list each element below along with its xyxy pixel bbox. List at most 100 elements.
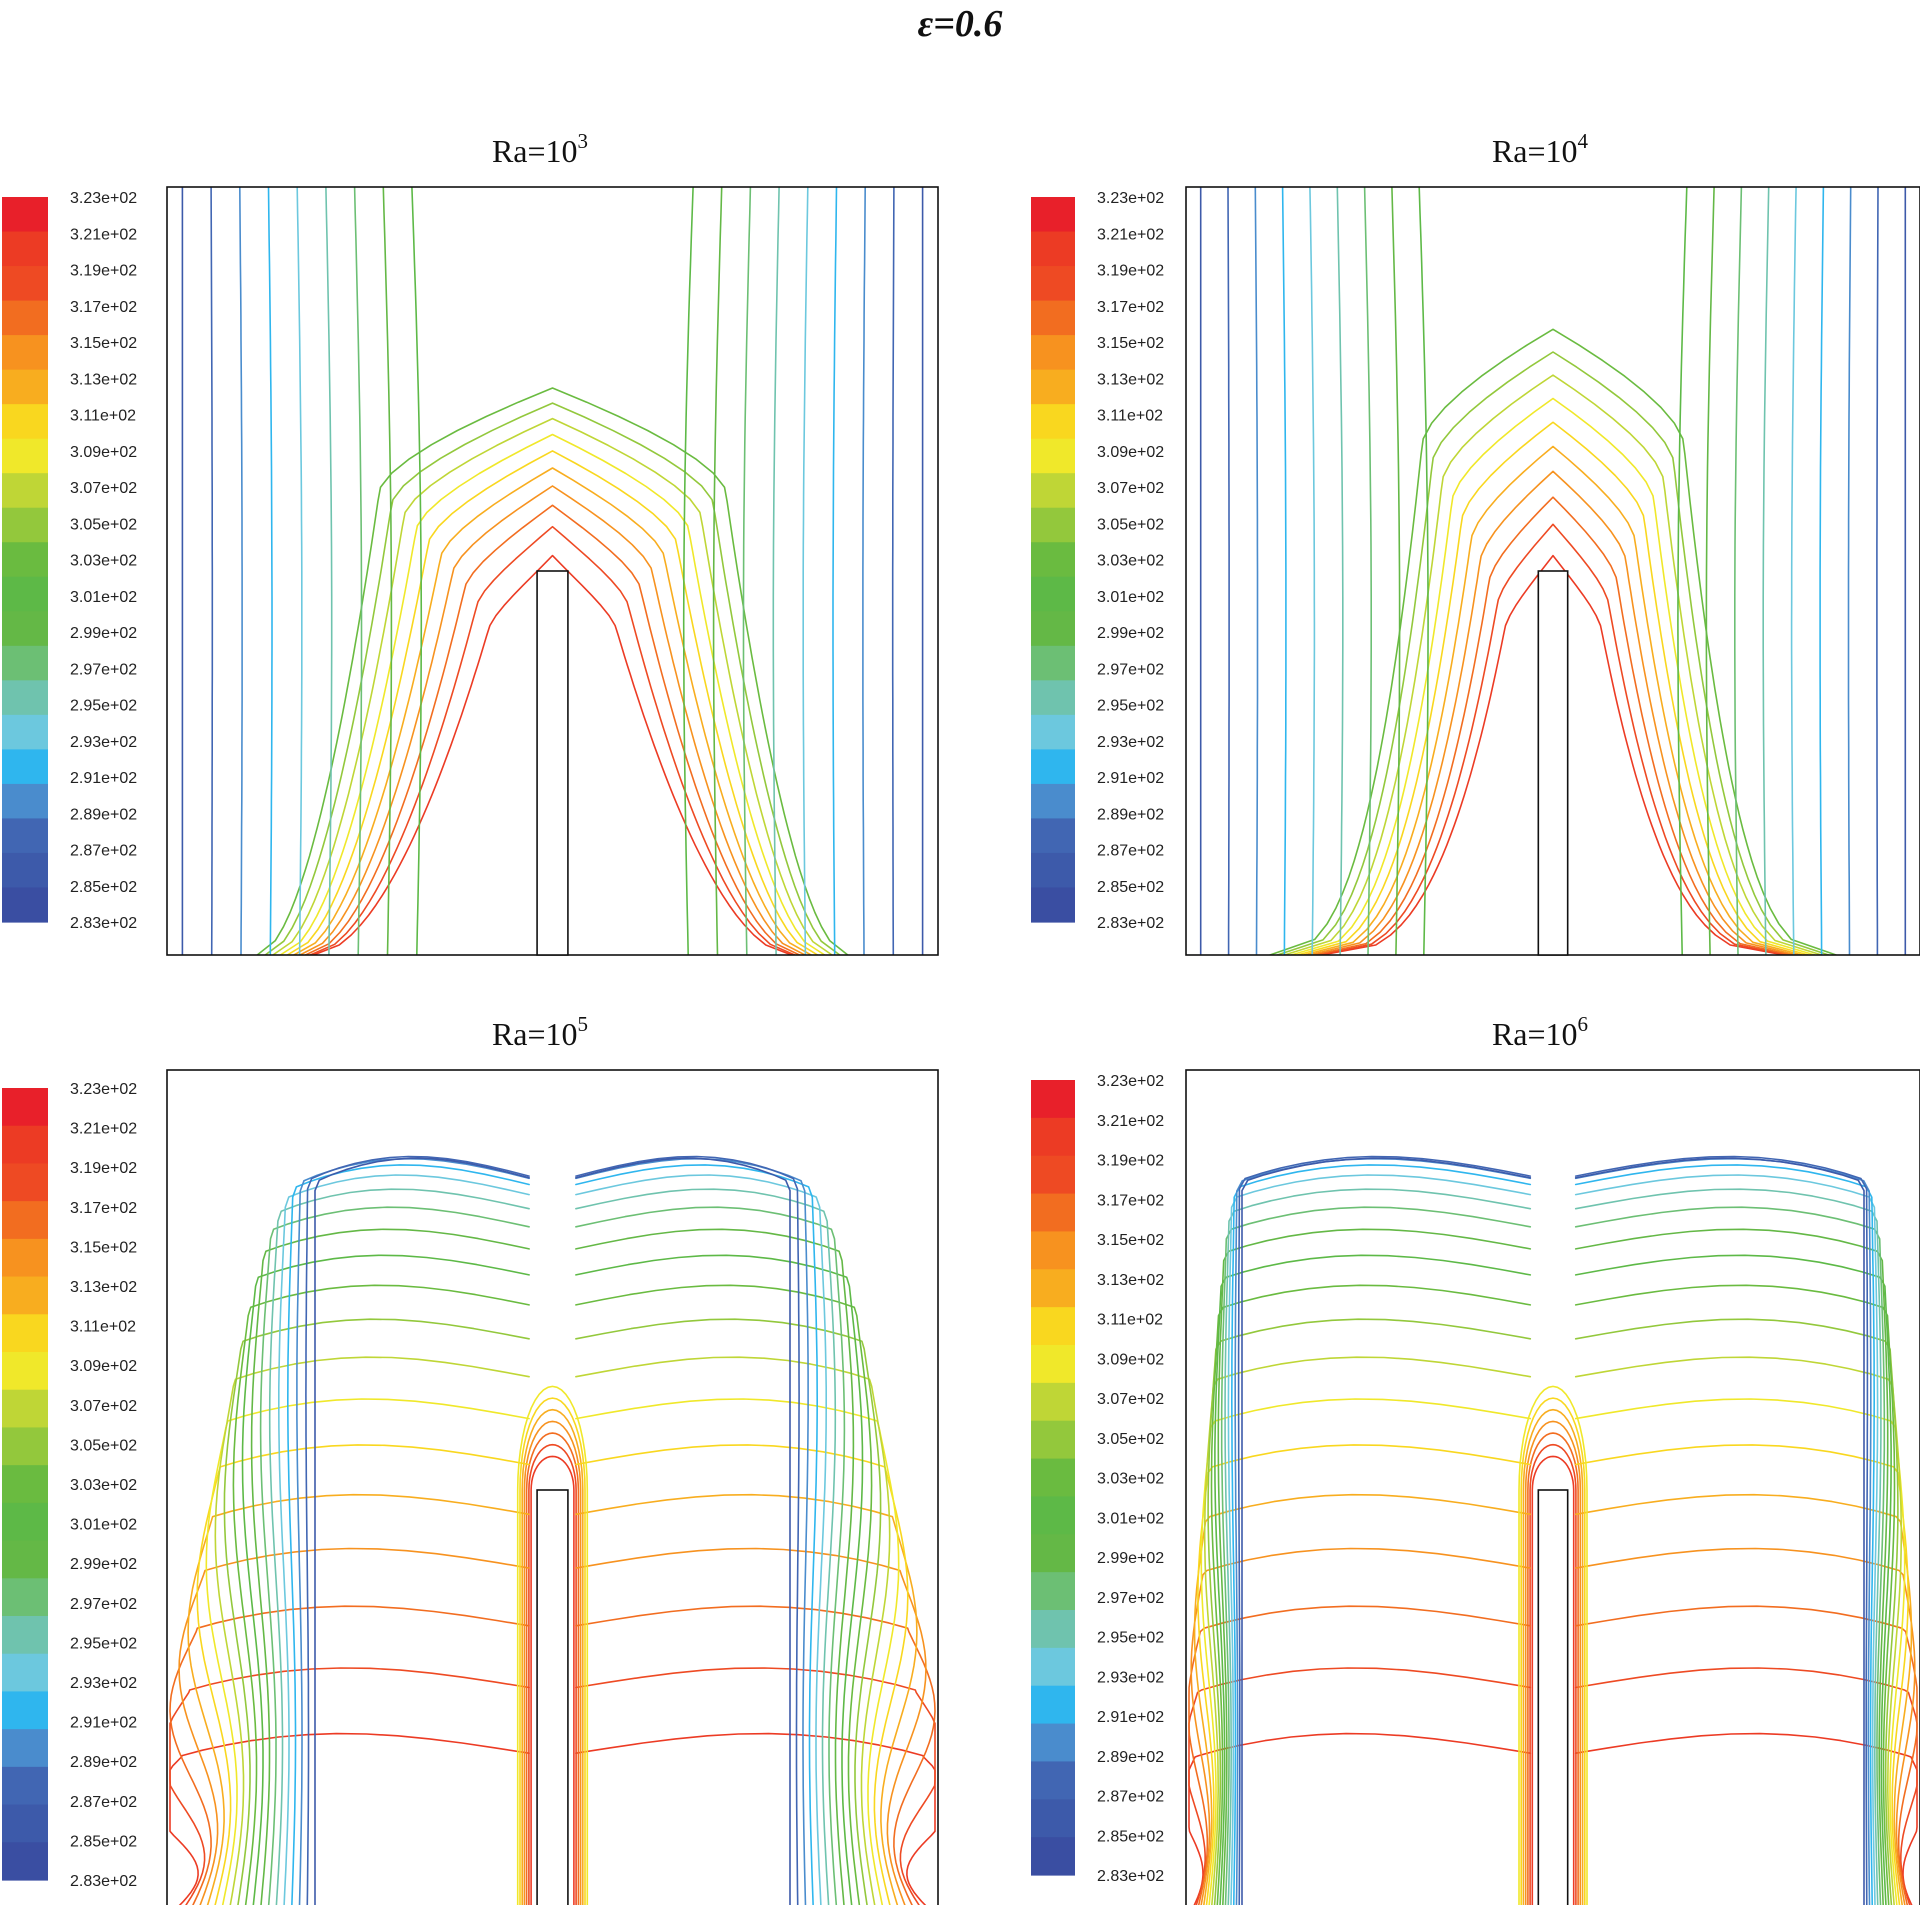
isotherm-2.87 [305,1155,530,1905]
colorbar-label: 2.87e+02 [1097,1789,1164,1806]
isotherm-3.05 [1276,351,1830,955]
isotherm-2.97 [1220,1206,1532,1905]
colorbar-label: 3.19e+02 [70,1160,137,1177]
isotherm-3.09 [1200,1398,1532,1905]
colorbar-swatch [2,1540,48,1579]
colorbar-swatch [2,1578,48,1617]
colorbar-swatch [2,714,48,750]
colorbar-label: 2.83e+02 [70,915,137,932]
colorbar-label: 2.89e+02 [1097,1749,1164,1766]
colorbar-label: 2.89e+02 [1097,806,1164,823]
isotherm-2.99 [1217,1228,1532,1905]
isotherm-3.05 [264,402,841,955]
isotherm-2.89 [1254,187,1259,955]
isotherm-3.09 [279,433,826,955]
colorbar-swatch [1031,1647,1075,1687]
colorbar-label: 2.87e+02 [70,1794,137,1811]
isotherm-3.13 [1574,1493,1913,1905]
colorbar-label: 2.87e+02 [1097,843,1164,860]
colorbar-swatch [1031,680,1075,716]
colorbar-swatch [2,1427,48,1466]
isotherm-3.01 [1574,1254,1892,1905]
colorbar-swatch [1031,231,1075,267]
colorbar-label: 3.23e+02 [70,1081,137,1098]
isotherm-2.89 [1234,1157,1532,1905]
colorbar-label: 3.13e+02 [1097,1272,1164,1289]
isotherms [181,187,924,955]
colorbar-label: 3.17e+02 [70,299,137,316]
isotherm-3.05 [1207,1318,1532,1905]
isotherm-2.99 [250,1228,530,1905]
isotherm-3.01 [1677,187,1688,955]
isotherm-3.17 [169,1605,530,1905]
isotherm-3.15 [1308,470,1798,955]
isotherm-3.21 [1574,1732,1918,1905]
isotherms [169,1155,936,1905]
colorbar-label: 2.89e+02 [70,806,137,823]
isotherm-3.19 [1188,1667,1532,1905]
colorbar-label: 3.21e+02 [1097,1113,1164,1130]
page-title: ε=0.6 [917,3,1003,45]
colorbar-label: 2.93e+02 [70,1675,137,1692]
isotherm-2.93 [296,187,303,955]
isotherm-3.19 [1574,1667,1918,1905]
colorbar-swatch [2,1352,48,1391]
isotherm-2.91 [1819,187,1825,955]
colorbar-swatch [2,749,48,785]
isotherm-3.03 [232,1284,530,1905]
colorbar-swatch [1031,1723,1075,1763]
colorbar-label: 2.95e+02 [70,698,137,715]
isotherm-3.15 [575,1547,927,1905]
colorbar-label: 3.13e+02 [70,371,137,388]
colorbar-swatch [1031,1685,1075,1725]
colorbar-label: 3.13e+02 [1097,371,1164,388]
colorbar-swatch [2,818,48,854]
isotherm-3.19 [575,1667,936,1905]
isotherm-3.21 [575,1732,936,1905]
isotherm-3.15 [1190,1547,1532,1905]
isotherm-2.97 [742,187,752,955]
isotherm-3.07 [1203,1356,1532,1905]
isotherm-2.93 [1574,1174,1879,1905]
colorbar-swatch [1031,473,1075,509]
isotherm-2.95 [1224,1188,1532,1905]
colorbar-swatch [2,1653,48,1693]
isotherm-3.13 [1522,1408,1584,1905]
colorbar-label: 2.89e+02 [70,1754,137,1771]
isotherm-3.03 [1574,1284,1896,1905]
panel-title-exponent: 3 [578,129,589,153]
isotherm-3.01 [411,187,423,955]
colorbar-swatch [1031,335,1075,371]
isotherm-2.91 [1574,1164,1875,1905]
isotherm-3.09 [1518,1385,1588,1905]
isotherms [1199,187,1907,955]
colorbar-label: 3.09e+02 [1097,444,1164,461]
colorbar-swatch [2,1691,48,1730]
isotherm-2.97 [1574,1206,1886,1905]
isotherm-2.99 [382,187,393,955]
colorbar-swatch [2,887,48,923]
colorbar-swatch [2,1314,48,1353]
panel-title-exponent: 4 [1578,129,1589,153]
colorbar-label: 3.07e+02 [1097,1391,1164,1408]
panel-2: Ra=1043.23e+023.21e+023.19e+023.17e+023.… [1031,129,1920,956]
colorbar-label: 3.15e+02 [1097,1232,1164,1249]
isotherm-3.03 [575,1284,873,1905]
colorbar-labels: 3.23e+02 3.21e+02 3.19e+02 3.17e+02 3.15e+02… [1097,190,1164,932]
colorbar-swatch [1031,1420,1075,1460]
colorbar-swatch [1031,1117,1075,1157]
isotherm-2.87 [1237,1155,1532,1905]
isotherm-3.15 [1574,1547,1916,1905]
isotherm-3.09 [1574,1398,1906,1905]
isotherm-2.87 [1876,187,1879,955]
colorbar-swatch [2,1125,48,1165]
colorbar-swatch [1031,300,1075,336]
colorbar-label: 3.11e+02 [1097,408,1163,425]
colorbar-swatch [2,266,48,302]
colorbar-label: 2.85e+02 [70,1833,137,1850]
colorbar-labels: 3.23e+02 3.21e+02 3.19e+02 3.17e+02 3.15e+02… [70,190,137,932]
panel-title-base: Ra=10 [492,133,578,169]
colorbar-swatch [1031,714,1075,750]
isotherm-3.17 [1574,1605,1918,1905]
isotherm-3.07 [575,1356,891,1905]
